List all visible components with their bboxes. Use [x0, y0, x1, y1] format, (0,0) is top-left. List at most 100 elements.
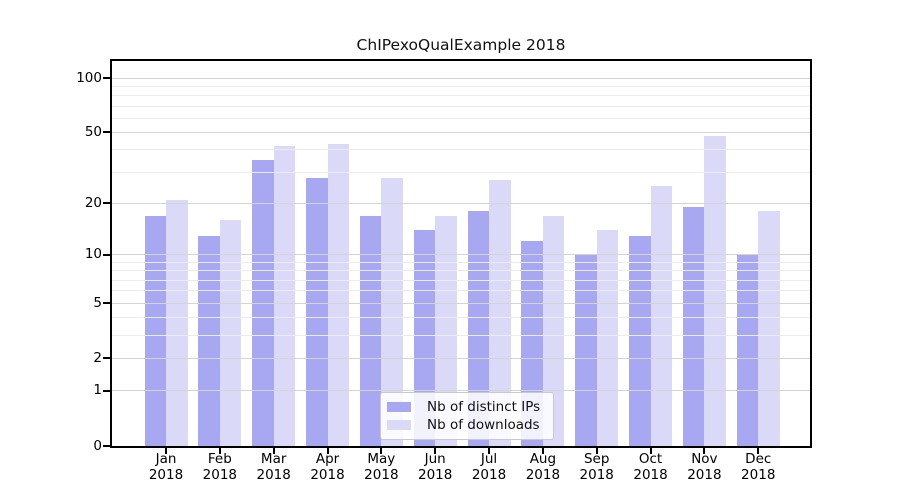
- y-tick-10: [103, 253, 110, 256]
- bar-distinct-ips-nov: [682, 207, 705, 446]
- minor-gridline-7: [112, 279, 810, 281]
- month-name: Jun: [424, 451, 446, 467]
- bar-downloads-apr: [327, 144, 350, 446]
- x-axis-month-label-mar: Mar 2018: [229, 451, 319, 483]
- x-tick-mar: [272, 448, 275, 454]
- month-name: Oct: [638, 451, 663, 467]
- major-gridline-20: [112, 202, 810, 204]
- month-year: 2018: [633, 466, 668, 483]
- y-tick-0: [103, 445, 110, 447]
- legend-label-distinct-ips: Nb of distinct IPs: [427, 399, 541, 415]
- x-tick-jan: [165, 448, 167, 454]
- month-year: 2018: [310, 466, 345, 483]
- x-axis-month-label-apr: Apr 2018: [283, 451, 373, 483]
- major-gridline-100: [112, 77, 810, 79]
- x-axis-month-label-jul: Jul 2018: [444, 451, 534, 483]
- bar-distinct-ips-dec: [736, 254, 759, 446]
- bar-downloads-jul: [489, 180, 511, 446]
- minor-gridline-90: [112, 85, 810, 87]
- bar-distinct-ips-oct: [629, 235, 651, 446]
- minor-gridline-3: [112, 334, 810, 336]
- legend-swatch-distinct-ips-icon: [387, 402, 411, 412]
- minor-gridline-60: [112, 117, 810, 119]
- major-gridline-5: [112, 302, 810, 304]
- bar-downloads-dec: [758, 211, 780, 446]
- minor-gridline-6: [112, 290, 810, 292]
- x-axis-month-label-oct: Oct 2018: [606, 451, 696, 483]
- minor-gridline-4: [112, 317, 810, 319]
- month-year: 2018: [579, 466, 614, 483]
- bar-distinct-ips-may: [359, 215, 382, 446]
- y-tick-2: [103, 357, 110, 360]
- bar-distinct-ips-sep: [575, 254, 597, 446]
- x-tick-jun: [434, 448, 437, 454]
- x-axis-month-label-jan: Jan 2018: [121, 451, 211, 483]
- month-name: Aug: [529, 451, 557, 467]
- month-name: Feb: [207, 451, 232, 467]
- x-axis-month-label-jun: Jun 2018: [390, 451, 480, 483]
- bar-downloads-oct: [650, 186, 673, 446]
- legend-item-downloads: Nb of downloads: [387, 416, 553, 434]
- x-axis-month-label-aug: Aug 2018: [498, 451, 588, 483]
- month-year: 2018: [687, 466, 722, 483]
- major-gridline-10: [112, 254, 810, 256]
- y-tick-label-10: 10: [84, 246, 102, 263]
- y-tick-label-20: 20: [84, 194, 102, 211]
- minor-gridline-9: [112, 261, 810, 263]
- legend-label-downloads: Nb of downloads: [427, 417, 540, 433]
- y-tick-20: [103, 202, 110, 205]
- x-tick-oct: [649, 448, 652, 454]
- bar-downloads-may: [381, 177, 403, 446]
- x-axis-month-label-nov: Nov 2018: [659, 451, 749, 483]
- month-name: May: [367, 451, 396, 467]
- x-tick-apr: [326, 448, 329, 454]
- legend-item-distinct-ips: Nb of distinct IPs: [387, 398, 553, 416]
- y-tick-50: [103, 131, 110, 134]
- y-tick-label-5: 5: [93, 294, 102, 311]
- y-tick-label-2: 2: [93, 349, 102, 366]
- legend-swatch-downloads-icon: [387, 420, 411, 430]
- bar-downloads-mar: [273, 146, 296, 446]
- x-tick-nov: [703, 448, 706, 454]
- month-year: 2018: [741, 466, 776, 483]
- month-name: Jan: [155, 451, 177, 467]
- bar-downloads-feb: [219, 220, 242, 446]
- major-gridline-50: [112, 131, 810, 133]
- month-name: Sep: [583, 451, 610, 467]
- month-year: 2018: [256, 466, 291, 483]
- month-year: 2018: [202, 466, 237, 483]
- x-tick-sep: [595, 448, 598, 454]
- plot-area: [110, 58, 812, 448]
- legend: Nb of distinct IPs Nb of downloads: [380, 392, 554, 440]
- bar-downloads-sep: [596, 230, 619, 446]
- bar-distinct-ips-feb: [198, 235, 220, 446]
- major-gridline-1: [112, 390, 810, 392]
- y-tick-label-50: 50: [84, 123, 102, 140]
- month-year: 2018: [364, 466, 399, 483]
- x-tick-jul: [488, 448, 491, 454]
- minor-gridline-30: [112, 171, 810, 173]
- y-tick-100: [103, 77, 110, 79]
- bar-distinct-ips-jul: [467, 211, 490, 446]
- x-tick-dec: [757, 448, 760, 454]
- minor-gridline-80: [112, 95, 810, 97]
- bar-downloads-jun: [435, 215, 457, 446]
- month-year: 2018: [148, 466, 184, 483]
- month-name: Apr: [315, 451, 340, 467]
- minor-gridline-40: [112, 149, 810, 151]
- bar-downloads-jan: [166, 199, 188, 446]
- x-axis-month-label-may: May 2018: [336, 451, 426, 483]
- y-tick-5: [103, 302, 110, 305]
- month-name: Nov: [691, 451, 718, 467]
- month-name: Jul: [480, 451, 498, 467]
- bar-distinct-ips-apr: [306, 177, 328, 446]
- month-year: 2018: [471, 466, 507, 483]
- x-axis-month-label-dec: Dec 2018: [713, 451, 803, 483]
- month-year: 2018: [418, 466, 453, 483]
- x-tick-aug: [541, 448, 544, 454]
- month-name: Mar: [260, 451, 287, 467]
- major-gridline-2: [112, 357, 810, 359]
- minor-gridline-8: [112, 270, 810, 272]
- chart-title: ChIPexoQualExample 2018: [356, 36, 566, 54]
